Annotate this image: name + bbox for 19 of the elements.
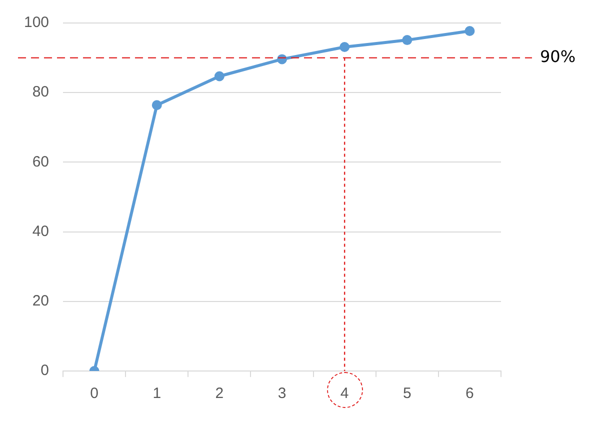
- y-tick-label: 20: [32, 292, 50, 310]
- y-tick-label: 60: [32, 153, 50, 170]
- point: [402, 35, 412, 46]
- y-tick-label: 100: [24, 14, 50, 32]
- x-tick-label: 0: [90, 385, 98, 402]
- x-tick-label: 4: [340, 385, 349, 402]
- ref-line-label: 90%: [540, 46, 576, 66]
- y-tick-label: 80: [32, 84, 50, 101]
- point: [340, 42, 350, 52]
- point: [152, 100, 162, 110]
- point: [214, 71, 224, 82]
- point: [464, 26, 475, 36]
- x-tick-label: 3: [278, 385, 286, 402]
- x-tick-label: 6: [466, 385, 474, 402]
- x-tick-label: 2: [215, 385, 224, 402]
- x-tick-label: 5: [402, 385, 412, 402]
- y-tick-label: 40: [32, 222, 50, 240]
- y-tick-label: 0: [40, 362, 50, 380]
- x-tick-label: 1: [152, 385, 162, 402]
